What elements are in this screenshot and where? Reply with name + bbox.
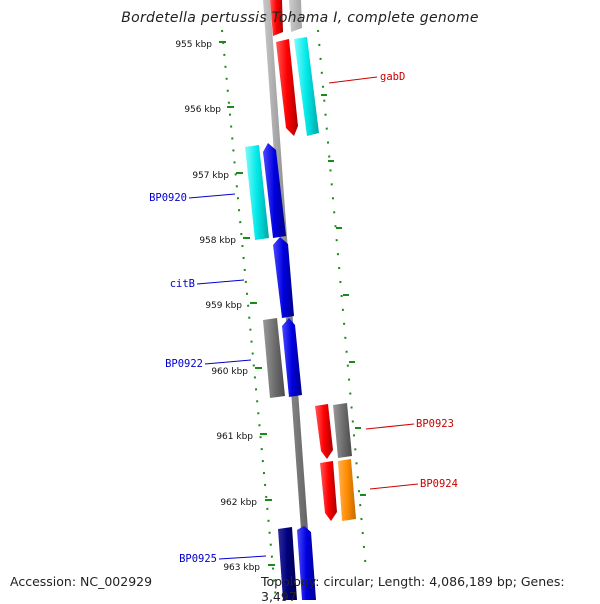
svg-text:citB: citB: [170, 278, 195, 290]
map-title: Bordetella pertussis Tohama I, complete …: [121, 10, 479, 26]
accession-text: Accession: NC_002929: [10, 574, 153, 589]
tick-label: 957 kbp: [192, 171, 229, 181]
gene-label-BP0924[interactable]: BP0924: [369, 478, 458, 490]
gene-label-BP0923[interactable]: BP0923: [365, 418, 454, 430]
gene-cyan-gabD[interactable]: [294, 37, 319, 136]
tick-label: 963 kbp: [223, 563, 260, 573]
gene-label-BP0920[interactable]: BP0920: [149, 192, 236, 204]
gene-orange-BP0924[interactable]: [338, 459, 356, 521]
left-dotted-rail: [221, 29, 277, 600]
gene-label-gabD[interactable]: gabD: [328, 71, 405, 84]
gene-blue-citB[interactable]: [273, 237, 294, 318]
svg-text:BP0922: BP0922: [165, 358, 203, 370]
gene-cyan-BP0920[interactable]: [245, 145, 269, 240]
svg-text:BP0923: BP0923: [416, 418, 454, 430]
svg-text:BP0924: BP0924: [420, 478, 458, 490]
tick-label: 960 kbp: [211, 367, 248, 377]
right-rail-dashes: [321, 94, 366, 496]
svg-text:BP0925: BP0925: [179, 553, 217, 565]
tick-label: 962 kbp: [220, 498, 257, 508]
gene-label-BP0922[interactable]: BP0922: [165, 358, 252, 370]
gene-gray-BP0922[interactable]: [263, 318, 285, 398]
svg-text:BP0920: BP0920: [149, 192, 187, 204]
gene-blue-BP0922[interactable]: [282, 318, 302, 397]
svg-text:gabD: gabD: [380, 71, 405, 83]
gene-red-gabD-left[interactable]: [276, 39, 298, 136]
tick-label: 959 kbp: [205, 301, 242, 311]
scale-ticks: 955 kbp 956 kbp 957 kbp 958 kbp 959 kbp …: [175, 40, 275, 573]
gene-label-citB[interactable]: citB: [170, 278, 245, 290]
tick-label: 956 kbp: [184, 105, 221, 115]
gene-blue-BP0920[interactable]: [263, 143, 286, 238]
gene-label-BP0925[interactable]: BP0925: [179, 553, 267, 565]
gene-red-BP0923[interactable]: [315, 404, 333, 459]
tick-label: 961 kbp: [216, 432, 253, 442]
gene-gray-BP0923[interactable]: [333, 403, 352, 458]
gene-red-BP0924[interactable]: [320, 461, 337, 521]
tick-label: 955 kbp: [175, 40, 212, 50]
gene-top-partial-left[interactable]: [270, 0, 283, 36]
gene-blue-BP0925[interactable]: [297, 526, 316, 600]
gene-navy-BP0925[interactable]: [278, 527, 297, 600]
gene-top-partial-right[interactable]: [289, 0, 302, 32]
tick-label: 958 kbp: [199, 236, 236, 246]
